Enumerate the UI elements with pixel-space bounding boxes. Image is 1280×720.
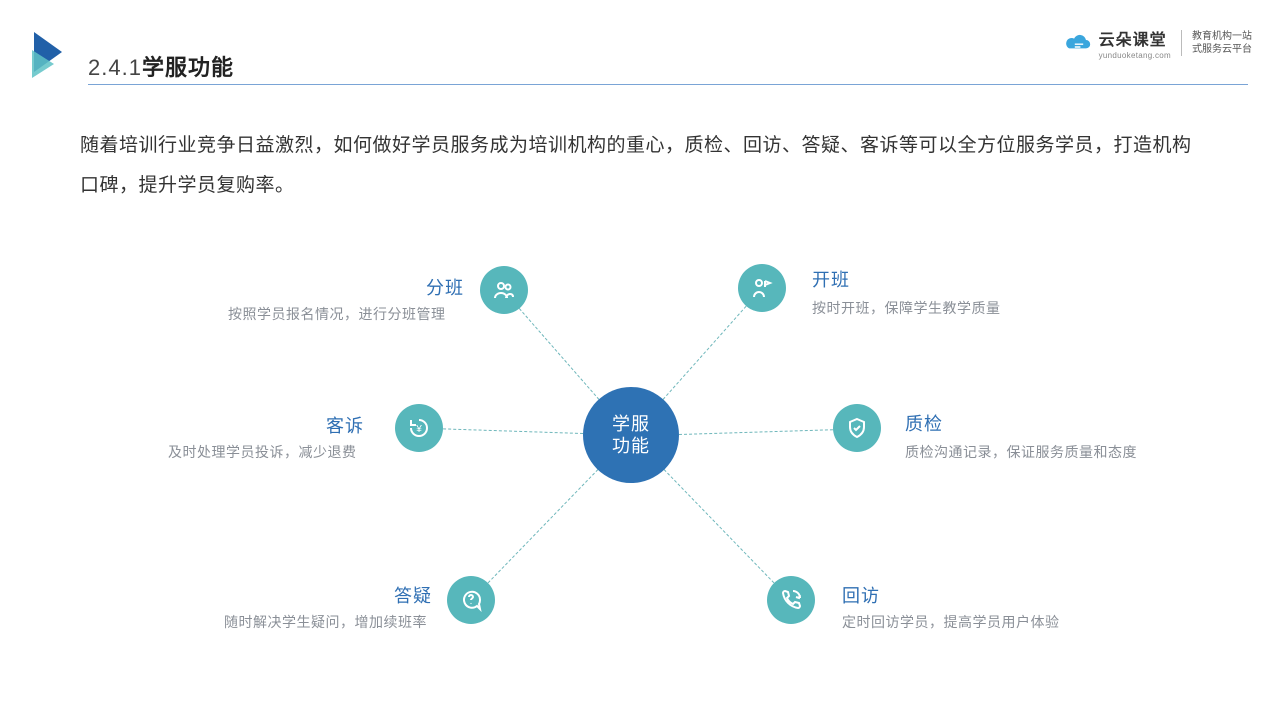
hub-label-2: 功能 bbox=[612, 435, 650, 457]
page-title: 2.4.1学服功能 bbox=[88, 50, 234, 82]
brand-separator bbox=[1181, 30, 1182, 56]
node-desc-kesu: 及时处理学员投诉，减少退费 bbox=[168, 442, 357, 462]
node-title-dayi: 答疑 bbox=[394, 582, 432, 608]
node-title-huifang: 回访 bbox=[842, 582, 880, 608]
hub-spoke-diagram: 学服功能 分班按照学员报名情况，进行分班管理 开班按时开班，保障学生教学质量 ¥ 客诉及… bbox=[0, 230, 1280, 690]
brand-tagline-1: 教育机构一站 bbox=[1192, 30, 1252, 43]
node-title-fenban: 分班 bbox=[426, 274, 464, 300]
node-huifang bbox=[767, 576, 815, 624]
node-kaiban bbox=[738, 264, 786, 312]
brand-tagline: 教育机构一站 式服务云平台 bbox=[1192, 30, 1252, 56]
node-desc-zhijian: 质检沟通记录，保证服务质量和态度 bbox=[905, 442, 1137, 462]
shield-check-icon bbox=[845, 416, 869, 440]
question-bubble-icon bbox=[459, 588, 483, 612]
section-title: 学服功能 bbox=[142, 55, 234, 80]
node-title-zhijian: 质检 bbox=[905, 410, 943, 436]
refund-icon: ¥ bbox=[407, 416, 431, 440]
section-number: 2.4.1 bbox=[88, 55, 142, 80]
node-fenban bbox=[480, 266, 528, 314]
group-icon bbox=[492, 278, 516, 302]
node-title-kesu: 客诉 bbox=[326, 412, 364, 438]
brand-tagline-2: 式服务云平台 bbox=[1192, 43, 1252, 56]
connector-huifang bbox=[664, 470, 775, 584]
node-kesu: ¥ bbox=[395, 404, 443, 452]
connector-kesu bbox=[443, 429, 583, 435]
brand-name: 云朵课堂 bbox=[1099, 26, 1171, 50]
hub-label-1: 学服 bbox=[612, 413, 650, 435]
node-desc-kaiban: 按时开班，保障学生教学质量 bbox=[812, 298, 1001, 318]
node-dayi bbox=[447, 576, 495, 624]
svg-text:¥: ¥ bbox=[415, 424, 422, 435]
connector-kaiban bbox=[663, 306, 747, 400]
header-triangle-icon bbox=[34, 32, 74, 76]
brand-block: 云朵课堂 yunduoketang.com 教育机构一站 式服务云平台 bbox=[1065, 26, 1252, 60]
node-desc-huifang: 定时回访学员，提高学员用户体验 bbox=[842, 612, 1060, 632]
brand-domain: yunduoketang.com bbox=[1099, 51, 1171, 60]
intro-paragraph: 随着培训行业竞争日益激烈，如何做好学员服务成为培训机构的重心，质检、回访、答疑、… bbox=[80, 126, 1200, 206]
teacher-icon bbox=[750, 276, 774, 300]
node-desc-fenban: 按照学员报名情况，进行分班管理 bbox=[228, 304, 446, 324]
title-underline bbox=[88, 84, 1248, 85]
phone-loop-icon bbox=[779, 588, 803, 612]
connector-dayi bbox=[487, 470, 598, 584]
cloud-icon bbox=[1065, 33, 1093, 53]
node-zhijian bbox=[833, 404, 881, 452]
connector-fenban bbox=[519, 308, 599, 399]
node-desc-dayi: 随时解决学生疑问，增加续班率 bbox=[224, 612, 427, 632]
brand-logo: 云朵课堂 yunduoketang.com bbox=[1065, 26, 1171, 60]
hub-node: 学服功能 bbox=[583, 387, 679, 483]
node-title-kaiban: 开班 bbox=[812, 266, 850, 292]
connector-zhijian bbox=[679, 429, 833, 435]
